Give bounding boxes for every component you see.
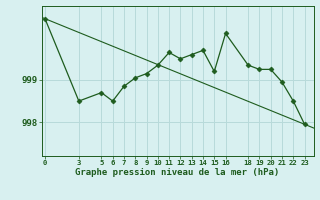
X-axis label: Graphe pression niveau de la mer (hPa): Graphe pression niveau de la mer (hPa): [76, 168, 280, 177]
